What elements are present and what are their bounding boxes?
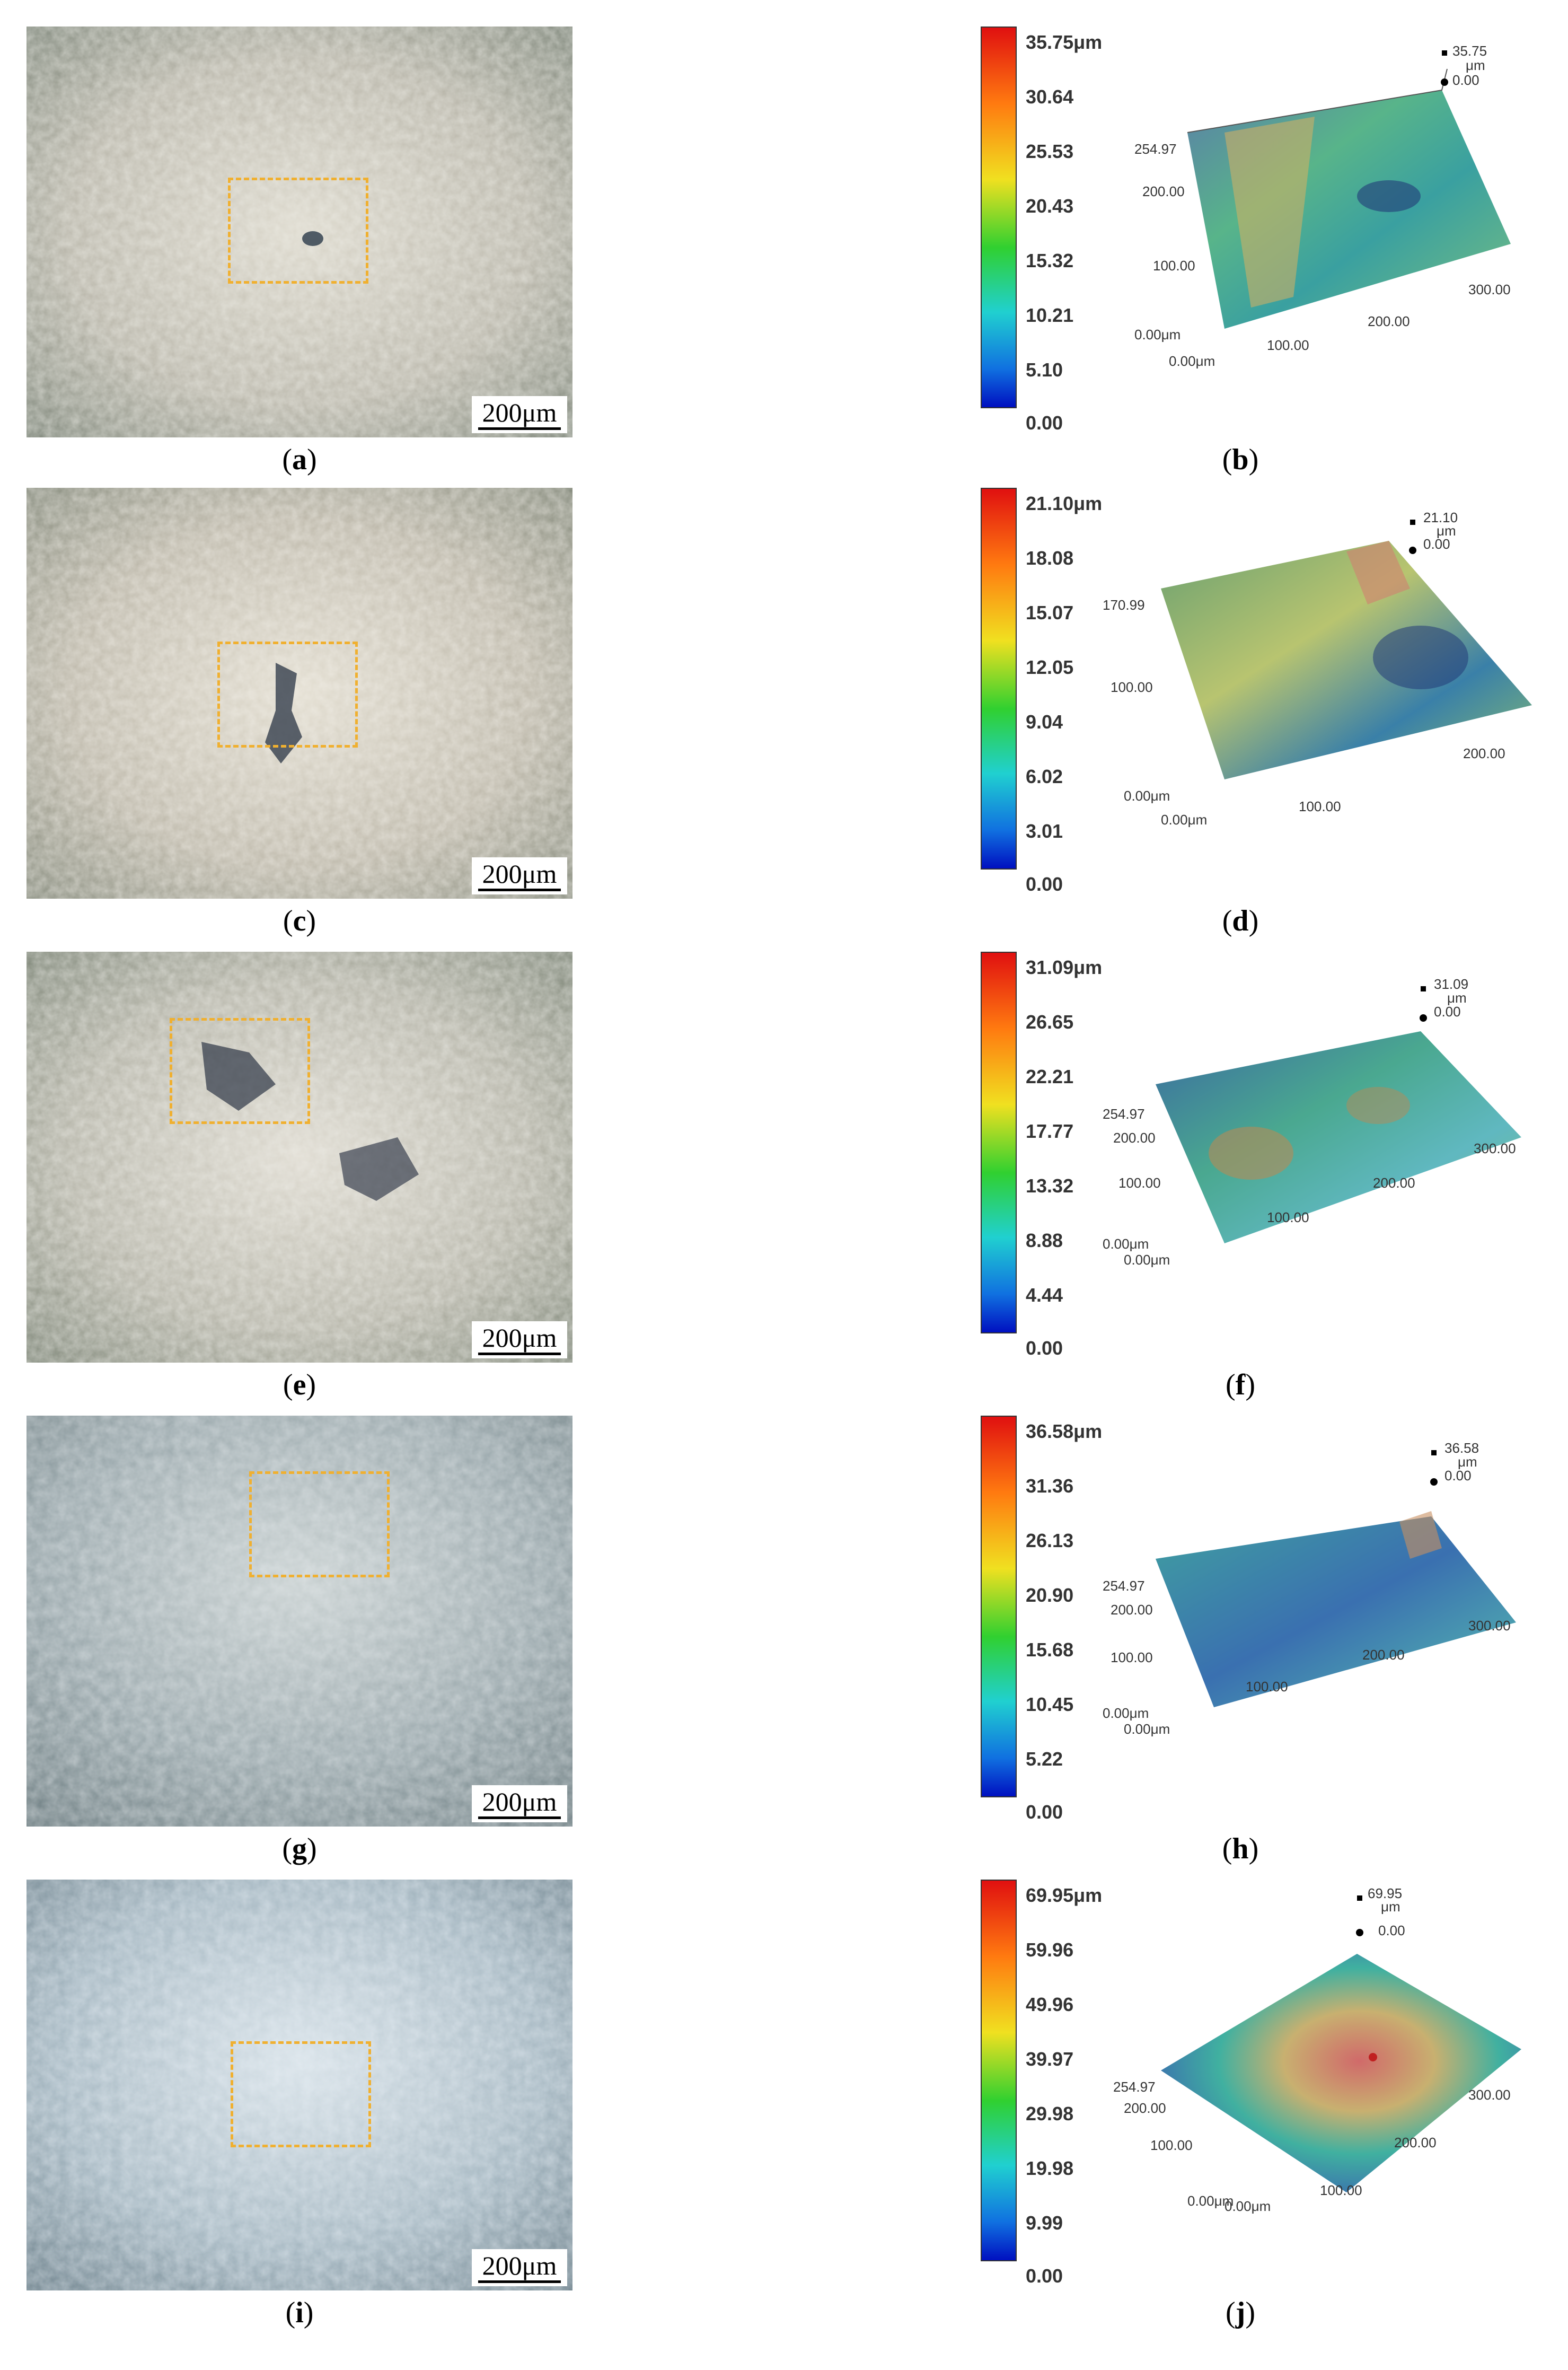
svg-text:μm: μm xyxy=(1437,523,1456,539)
svg-text:36.58: 36.58 xyxy=(1444,1440,1479,1456)
scale-bar: 200μm xyxy=(472,1785,567,1822)
svg-text:100.00: 100.00 xyxy=(1320,2182,1362,2198)
figure-row-c-d: 200μm (c) 21.10μm 18.08 15.07 12.05 9.04… xyxy=(0,461,1568,937)
figure-row-a-b: 200μm (a) 35.75μm 30.64 25.53 20.43 15.3… xyxy=(0,0,1568,476)
caption-g: (g) xyxy=(282,1832,317,1865)
colorbar-j: 69.95μm 59.96 49.96 39.97 29.98 19.98 9.… xyxy=(975,1864,1187,2286)
scale-bar: 200μm xyxy=(472,1321,567,1358)
surface-map-f: 31.09 μm 0.00 254.97 200.00 100.00 0.00μ… xyxy=(1092,946,1553,1328)
svg-text:0.00μm: 0.00μm xyxy=(1134,327,1181,343)
micrograph-i: 200μm xyxy=(27,1880,572,2290)
svg-text:300.00: 300.00 xyxy=(1468,282,1511,297)
micrograph-a: 200μm xyxy=(27,27,572,437)
svg-text:300.00: 300.00 xyxy=(1468,2087,1511,2103)
svg-text:0.00μm: 0.00μm xyxy=(1103,1236,1149,1252)
figure-row-g-h: 200μm (g) 36.58μm 31.36 26.13 20.90 15.6… xyxy=(0,1389,1568,1865)
svg-text:200.00: 200.00 xyxy=(1113,1130,1156,1146)
svg-text:0.00μm: 0.00μm xyxy=(1124,788,1170,804)
svg-text:0.00μm: 0.00μm xyxy=(1225,2198,1271,2214)
caption-h: (h) xyxy=(1222,1832,1259,1865)
svg-text:254.97: 254.97 xyxy=(1103,1578,1145,1594)
svg-text:200.00: 200.00 xyxy=(1362,1647,1405,1663)
caption-a: (a) xyxy=(282,443,317,476)
svg-text:0.00μm: 0.00μm xyxy=(1124,1252,1170,1268)
svg-text:200.00: 200.00 xyxy=(1368,313,1410,329)
svg-text:200.00: 200.00 xyxy=(1124,2100,1166,2116)
svg-text:0.00μm: 0.00μm xyxy=(1169,353,1215,369)
svg-text:100.00: 100.00 xyxy=(1246,1679,1288,1695)
svg-text:μm: μm xyxy=(1447,990,1467,1006)
svg-text:0.00μm: 0.00μm xyxy=(1124,1721,1170,1737)
svg-text:200.00: 200.00 xyxy=(1394,2135,1437,2150)
surface-map-j: 69.95 μm 0.00 254.97 200.00 100.00 0.00μ… xyxy=(1092,1874,1553,2256)
selection-box xyxy=(231,2041,371,2147)
svg-text:170.99: 170.99 xyxy=(1103,597,1145,613)
svg-text:0.00: 0.00 xyxy=(1378,1923,1405,1938)
svg-text:μm: μm xyxy=(1466,57,1485,73)
surface-map-d: 21.10 μm 0.00 170.99 100.00 0.00μm 0.00μ… xyxy=(1092,482,1553,864)
colorbar-h: 36.58μm 31.36 26.13 20.90 15.68 10.45 5.… xyxy=(975,1400,1187,1822)
svg-text:200.00: 200.00 xyxy=(1142,183,1185,199)
caption-j: (j) xyxy=(1226,2296,1255,2329)
selection-box xyxy=(170,1018,310,1124)
svg-text:0.00μm: 0.00μm xyxy=(1187,2193,1234,2209)
figure-row-e-f: 200μm (e) 31.09μm 26.65 22.21 17.77 13.3… xyxy=(0,925,1568,1401)
svg-text:0.00: 0.00 xyxy=(1423,536,1450,552)
svg-text:100.00: 100.00 xyxy=(1118,1175,1161,1191)
caption-d: (d) xyxy=(1222,905,1259,937)
svg-text:μm: μm xyxy=(1381,1899,1400,1915)
svg-text:0.00μm: 0.00μm xyxy=(1103,1705,1149,1721)
svg-text:300.00: 300.00 xyxy=(1474,1140,1516,1156)
svg-text:100.00: 100.00 xyxy=(1267,337,1309,353)
selection-box xyxy=(217,642,358,748)
svg-text:100.00: 100.00 xyxy=(1153,258,1195,274)
svg-text:31.09: 31.09 xyxy=(1434,976,1468,992)
caption-c: (c) xyxy=(283,905,316,937)
svg-text:200.00: 200.00 xyxy=(1111,1602,1153,1618)
svg-text:100.00: 100.00 xyxy=(1111,679,1153,695)
svg-text:100.00: 100.00 xyxy=(1299,798,1341,814)
svg-text:254.97: 254.97 xyxy=(1113,2079,1156,2095)
svg-text:254.97: 254.97 xyxy=(1103,1106,1145,1122)
svg-text:0.00: 0.00 xyxy=(1444,1468,1472,1484)
caption-f: (f) xyxy=(1226,1368,1255,1401)
svg-text:100.00: 100.00 xyxy=(1267,1209,1309,1225)
caption-b: (b) xyxy=(1222,443,1259,476)
svg-text:200.00: 200.00 xyxy=(1373,1175,1415,1191)
colorbar-f: 31.09μm 26.65 22.21 17.77 13.32 8.88 4.4… xyxy=(975,936,1187,1358)
svg-text:35.75: 35.75 xyxy=(1452,43,1487,59)
svg-text:0.00μm: 0.00μm xyxy=(1161,812,1207,828)
selection-box xyxy=(249,1471,390,1577)
svg-text:69.95: 69.95 xyxy=(1368,1885,1402,1901)
micrograph-e: 200μm xyxy=(27,952,572,1363)
caption-e: (e) xyxy=(283,1368,316,1401)
svg-text:μm: μm xyxy=(1458,1454,1477,1470)
scale-bar: 200μm xyxy=(472,2249,567,2286)
svg-text:100.00: 100.00 xyxy=(1111,1649,1153,1665)
svg-text:200.00: 200.00 xyxy=(1463,745,1505,761)
colorbar-b: 35.75μm 30.64 25.53 20.43 15.32 10.21 5.… xyxy=(975,11,1187,433)
scale-bar: 200μm xyxy=(472,857,567,894)
caption-i: (i) xyxy=(285,2296,314,2329)
svg-text:21.10: 21.10 xyxy=(1423,510,1458,525)
selection-box xyxy=(228,178,368,284)
figure-row-i-j: 200μm (i) 69.95μm 59.96 49.96 39.97 29.9… xyxy=(0,1853,1568,2329)
surface-map-h: 36.58 μm 0.00 254.97 200.00 100.00 0.00μ… xyxy=(1092,1410,1553,1792)
svg-text:0.00: 0.00 xyxy=(1434,1004,1461,1020)
micrograph-c: 200μm xyxy=(27,488,572,899)
svg-text:0.00: 0.00 xyxy=(1452,72,1479,88)
surface-map-b: 35.75 μm 0.00 254.97 200.00 100.00 0.00μ… xyxy=(1092,21,1553,403)
svg-text:100.00: 100.00 xyxy=(1150,2137,1193,2153)
colorbar-d: 21.10μm 18.08 15.07 12.05 9.04 6.02 3.01… xyxy=(975,472,1187,894)
svg-text:254.97: 254.97 xyxy=(1134,141,1177,157)
svg-text:300.00: 300.00 xyxy=(1468,1618,1511,1634)
micrograph-g: 200μm xyxy=(27,1416,572,1827)
scale-bar: 200μm xyxy=(472,396,567,433)
